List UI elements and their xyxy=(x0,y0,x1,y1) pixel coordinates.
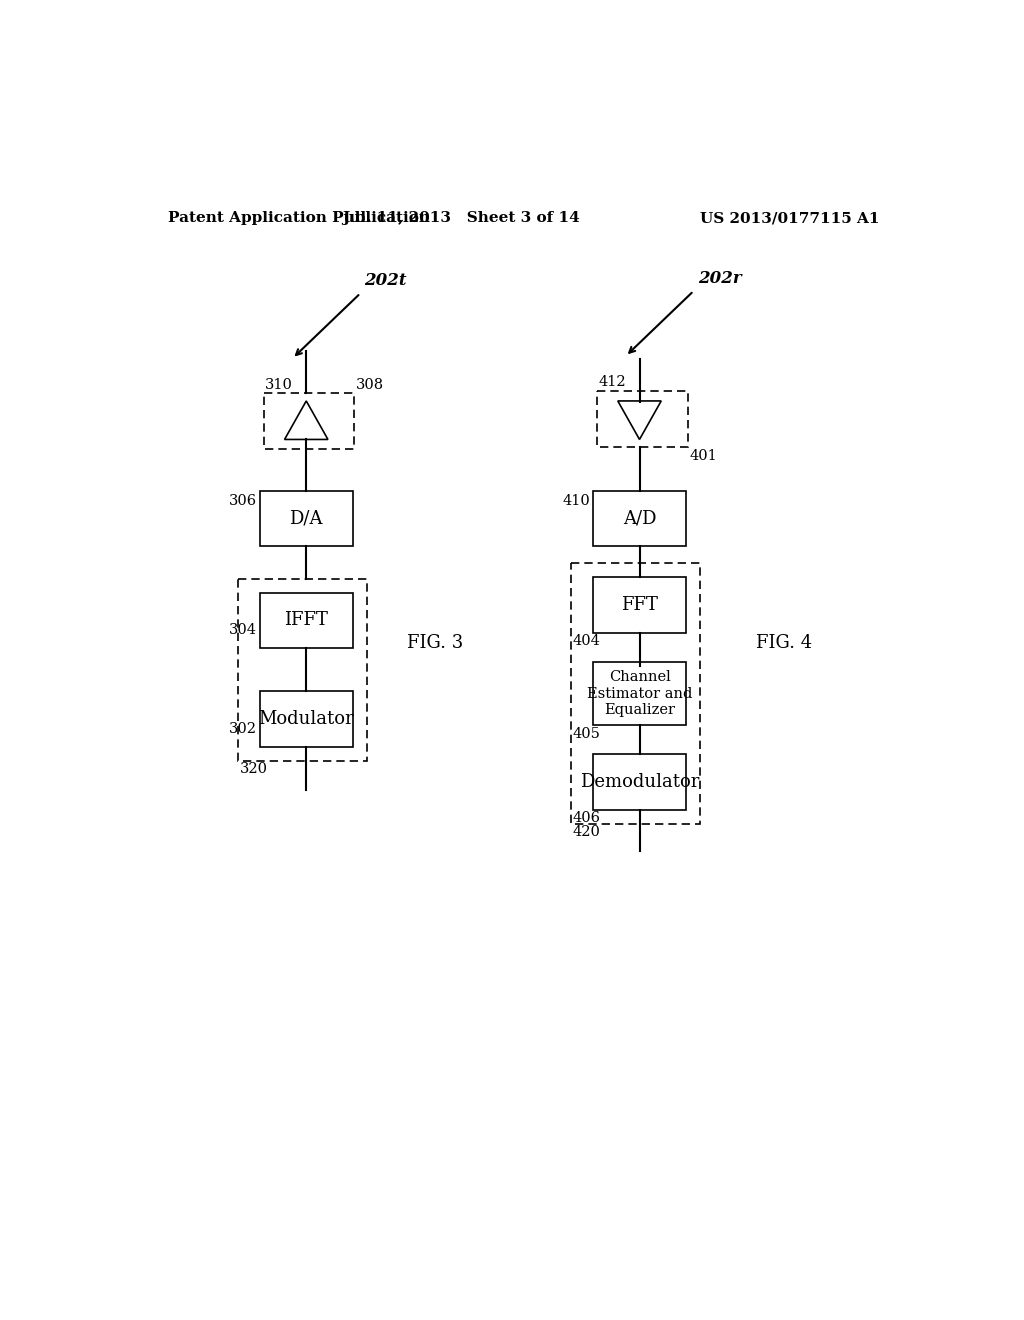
Text: US 2013/0177115 A1: US 2013/0177115 A1 xyxy=(700,211,880,226)
Text: 404: 404 xyxy=(572,635,601,648)
Text: FIG. 3: FIG. 3 xyxy=(407,635,463,652)
Bar xyxy=(260,491,352,546)
Text: 410: 410 xyxy=(562,494,590,508)
Text: FFT: FFT xyxy=(622,597,658,614)
Bar xyxy=(593,663,686,725)
Text: Patent Application Publication: Patent Application Publication xyxy=(168,211,430,226)
Bar xyxy=(593,491,686,546)
Bar xyxy=(571,564,700,824)
Text: 202t: 202t xyxy=(365,272,407,289)
Text: Demodulator: Demodulator xyxy=(580,774,699,791)
Text: 320: 320 xyxy=(240,762,267,776)
Text: IFFT: IFFT xyxy=(285,611,328,630)
Bar xyxy=(260,593,352,648)
Text: A/D: A/D xyxy=(623,510,656,528)
Text: 405: 405 xyxy=(572,726,601,741)
Text: 202r: 202r xyxy=(697,271,741,286)
Polygon shape xyxy=(285,401,328,440)
Bar xyxy=(260,692,352,747)
Text: 420: 420 xyxy=(572,825,601,840)
Text: Modulator: Modulator xyxy=(258,710,354,727)
Text: 401: 401 xyxy=(689,449,717,463)
Polygon shape xyxy=(617,401,662,440)
Text: 412: 412 xyxy=(598,375,626,389)
Text: 310: 310 xyxy=(265,378,293,392)
Bar xyxy=(593,755,686,809)
Bar xyxy=(238,578,367,760)
Text: D/A: D/A xyxy=(290,510,323,528)
Text: Jul. 11, 2013   Sheet 3 of 14: Jul. 11, 2013 Sheet 3 of 14 xyxy=(342,211,581,226)
Text: 304: 304 xyxy=(228,623,257,638)
Text: 306: 306 xyxy=(228,494,257,508)
Bar xyxy=(263,393,354,449)
Text: 302: 302 xyxy=(228,722,257,737)
Bar xyxy=(593,577,686,632)
Text: 308: 308 xyxy=(356,378,384,392)
Text: FIG. 4: FIG. 4 xyxy=(756,635,812,652)
Text: Channel
Estimator and
Equalizer: Channel Estimator and Equalizer xyxy=(587,671,692,717)
Bar xyxy=(597,391,687,447)
Text: 406: 406 xyxy=(572,812,601,825)
